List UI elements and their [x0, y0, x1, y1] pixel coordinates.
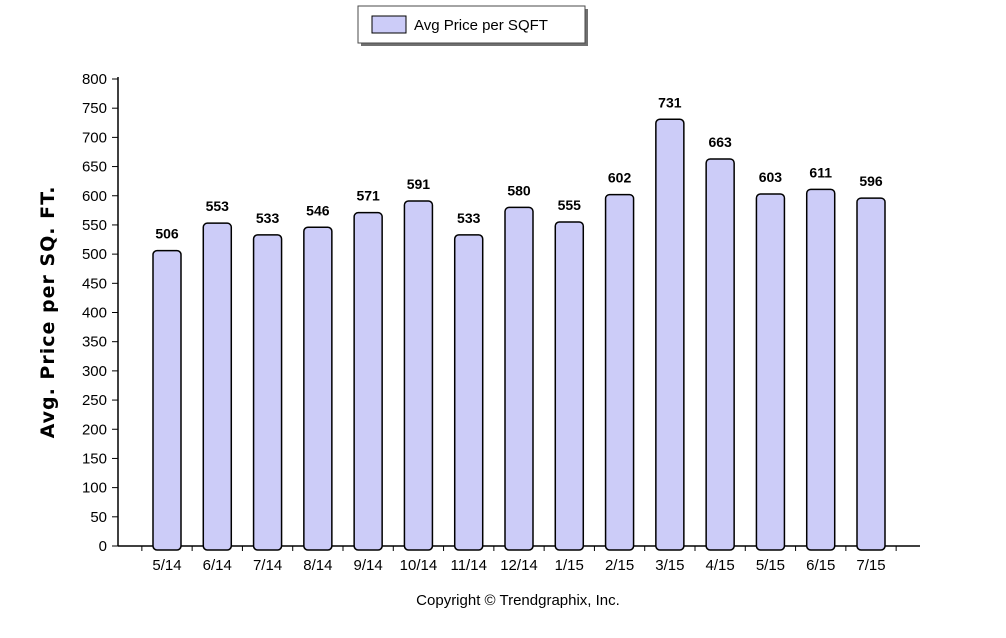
- x-axis-ticks: 5/14 6/14 7/14 8/14 9/14 10/14 11/14 12/14 1/15 2…: [141, 546, 897, 574]
- y-tick-label: 800: [82, 71, 107, 88]
- y-tick-label: 750: [82, 100, 107, 117]
- y-tick-label: 100: [82, 480, 107, 497]
- y-tick-label: 500: [82, 246, 107, 263]
- x-tick-label: 3/15: [655, 557, 684, 574]
- bar-value-label: 611: [809, 164, 832, 180]
- x-tick-label: 5/15: [756, 557, 785, 574]
- bar-value-label: 591: [407, 176, 431, 192]
- x-tick-label: 8/14: [303, 557, 332, 574]
- x-tick-label: 7/14: [253, 557, 282, 574]
- bar-value-labels: 506 553 533 546 571 591 533 580 555 602 731 663 603 6…: [155, 94, 883, 241]
- y-tick-label: 50: [90, 509, 107, 526]
- bar-value-label: 533: [457, 210, 481, 226]
- bar-value-label: 580: [507, 182, 531, 198]
- bar-value-label: 663: [708, 134, 732, 150]
- bar-value-label: 533: [256, 210, 280, 226]
- x-tick-label: 5/14: [152, 557, 181, 574]
- y-tick-label: 650: [82, 159, 107, 176]
- bars: [152, 118, 886, 551]
- bar: [554, 221, 585, 551]
- x-tick-label: 12/14: [500, 557, 538, 574]
- y-tick-label: 550: [82, 217, 107, 234]
- y-tick-label: 700: [82, 129, 107, 146]
- bar-value-label: 731: [658, 94, 682, 110]
- x-tick-label: 4/15: [706, 557, 735, 574]
- y-tick-label: 300: [82, 363, 107, 380]
- bar-value-label: 506: [155, 226, 179, 242]
- y-tick-label: 150: [82, 450, 107, 467]
- x-tick-label: 7/15: [856, 557, 885, 574]
- bar: [152, 249, 182, 551]
- bar: [453, 234, 484, 551]
- bar-value-label: 603: [759, 169, 783, 185]
- bar: [705, 158, 735, 551]
- y-axis-ticks: 0 50 100 150 200 250 300 350 400 450 500 550 600 650 7…: [82, 71, 118, 555]
- bar: [353, 211, 383, 551]
- bar: [655, 118, 685, 551]
- y-tick-label: 350: [82, 334, 107, 351]
- bar: [202, 222, 233, 551]
- x-tick-label: 1/15: [555, 557, 584, 574]
- y-tick-label: 450: [82, 275, 107, 292]
- bar: [403, 200, 434, 551]
- x-tick-label: 6/15: [806, 557, 835, 574]
- bar: [755, 193, 786, 551]
- bar: [805, 188, 836, 551]
- y-tick-label: 400: [82, 305, 107, 322]
- legend-swatch: [371, 15, 407, 34]
- bar-value-label: 553: [206, 198, 230, 214]
- bar: [252, 234, 283, 551]
- bar-value-label: 571: [356, 188, 380, 204]
- y-axis-title: Avg. Price per SQ. FT.: [37, 186, 59, 439]
- bar-value-label: 602: [608, 170, 632, 186]
- x-tick-label: 11/14: [450, 557, 486, 574]
- x-tick-label: 2/15: [605, 557, 634, 574]
- copyright-text: Copyright © Trendgraphix, Inc.: [416, 592, 620, 609]
- y-tick-label: 200: [82, 421, 107, 438]
- legend: Avg Price per SQFT: [357, 5, 588, 46]
- bar: [604, 193, 635, 551]
- x-tick-label: 6/14: [203, 557, 232, 574]
- y-tick-label: 0: [99, 538, 107, 555]
- bar-value-label: 555: [558, 197, 582, 213]
- y-tick-label: 250: [82, 392, 107, 409]
- bar-value-label: 596: [859, 173, 883, 189]
- bar-value-label: 546: [306, 202, 330, 218]
- bar: [856, 197, 886, 551]
- y-tick-label: 600: [82, 188, 107, 205]
- x-tick-label: 10/14: [400, 557, 438, 574]
- x-tick-label: 9/14: [354, 557, 383, 574]
- bar: [504, 206, 534, 551]
- legend-label: Avg Price per SQFT: [414, 17, 548, 34]
- bar: [303, 226, 333, 551]
